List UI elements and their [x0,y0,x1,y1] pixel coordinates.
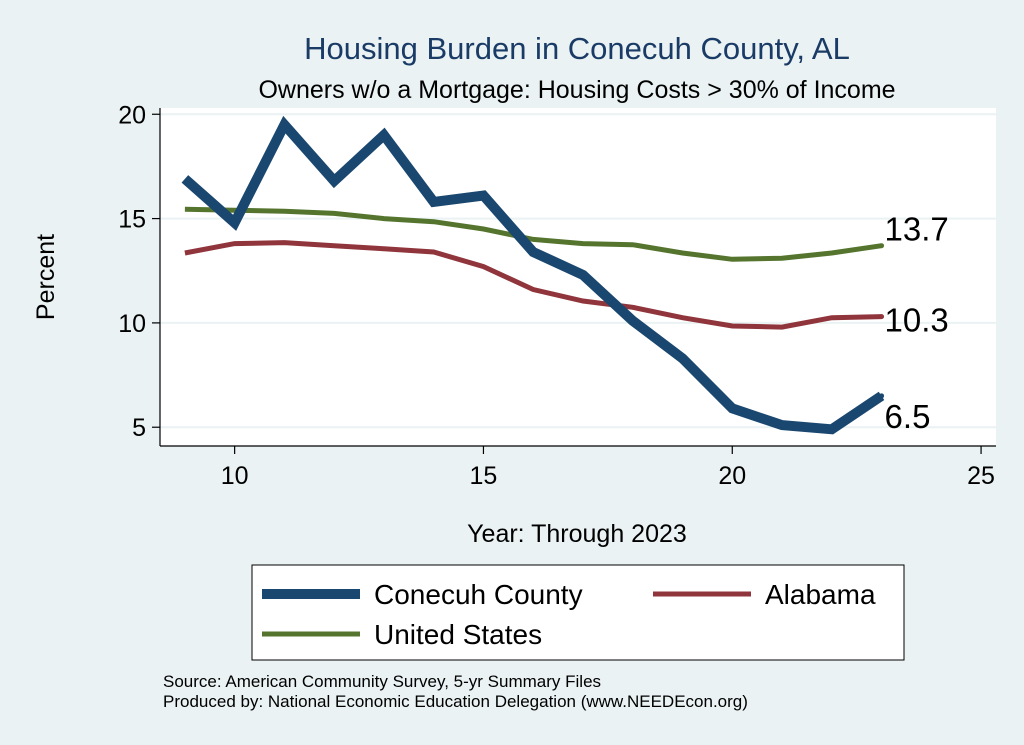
legend-items: Conecuh County Alabama United States [262,579,876,650]
axes [152,108,996,454]
y-tick-label: 20 [118,101,146,129]
grid [160,113,996,429]
x-tick-label: 10 [221,462,249,490]
series-line-united-states [184,206,882,262]
legend-label: Conecuh County [374,579,583,610]
end-labels: 13.7 10.3 6.5 [879,211,949,435]
series-end-marker [879,243,885,249]
series-end-marker [879,393,885,399]
legend [251,564,905,661]
legend-label: Alabama [765,579,876,610]
x-axis-title: Year: Through 2023 [467,520,687,548]
x-tick-label: 15 [470,462,498,490]
y-tick-label: 15 [118,206,146,234]
producer-note: Produced by: National Economic Education… [163,692,748,711]
legend-label: United States [374,619,542,650]
end-value-label: 10.3 [885,302,949,339]
x-tick-label: 25 [967,462,995,490]
y-tick-label: 10 [118,310,146,338]
series-line-alabama [184,240,882,330]
series-end-marker [879,314,885,320]
source-note: Source: American Community Survey, 5-yr … [163,672,601,691]
y-tick-label: 5 [132,414,146,442]
chart-subtitle: Owners w/o a Mortgage: Housing Costs > 3… [258,76,895,104]
x-tick-label: 20 [718,462,746,490]
chart-title: Housing Burden in Conecuh County, AL [304,31,850,66]
y-axis-title: Percent [32,234,60,320]
end-value-label: 13.7 [885,211,949,248]
series-line-conecuh-county [181,115,885,435]
end-value-label: 6.5 [885,398,931,435]
tick-labels: 5 10 15 20 10 15 20 25 [118,101,995,490]
series-lines [181,115,885,435]
